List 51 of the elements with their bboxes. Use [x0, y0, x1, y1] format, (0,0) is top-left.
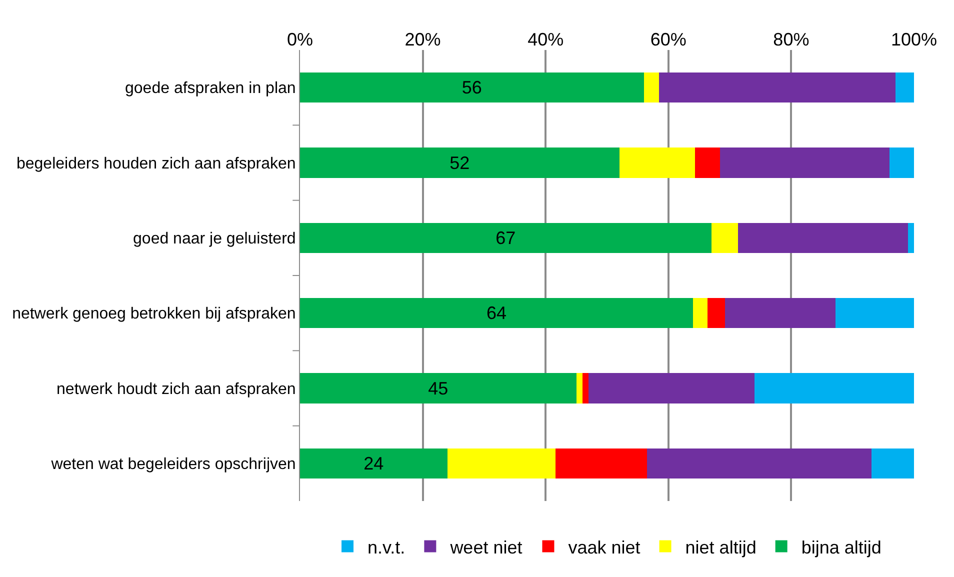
- bar: [619, 148, 695, 178]
- bar: [644, 72, 660, 103]
- data-label: 67: [496, 228, 516, 248]
- bar: [720, 148, 890, 178]
- legend-label: weet niet: [449, 537, 522, 558]
- data-label: 52: [450, 152, 470, 173]
- legend-label: bijna altijd: [801, 537, 882, 558]
- bar: [300, 448, 448, 478]
- bar: [708, 298, 725, 328]
- bar: [908, 222, 914, 253]
- y-tick-label: netwerk houdt zich aan afspraken: [56, 380, 296, 398]
- bar: [872, 448, 914, 478]
- bar: [711, 222, 738, 253]
- bar: [754, 373, 914, 404]
- bar: [447, 448, 556, 478]
- x-tick-label: 100%: [890, 29, 938, 50]
- bar: [576, 373, 582, 404]
- bar: [694, 148, 720, 178]
- x-tick-label: 20%: [404, 29, 441, 50]
- bar: [646, 448, 872, 478]
- bar: [724, 298, 836, 328]
- y-tick-label: goede afspraken in plan: [125, 80, 296, 98]
- bar: [659, 72, 896, 103]
- bar: [582, 373, 589, 404]
- y-tick-label: weten wat begeleiders opschrijven: [50, 456, 296, 474]
- bar: [300, 298, 693, 328]
- x-tick-label: 0%: [286, 29, 314, 50]
- legend-label: niet altijd: [685, 537, 756, 558]
- x-tick-label: 40%: [528, 29, 564, 50]
- x-tick-label: 60%: [650, 29, 686, 50]
- bar: [692, 298, 708, 328]
- bar: [300, 148, 620, 178]
- bar: [300, 222, 712, 253]
- legend-label: vaak niet: [568, 537, 640, 558]
- data-label: 56: [462, 78, 482, 98]
- bar: [889, 148, 914, 178]
- y-tick-label: begeleiders houden zich aan afspraken: [16, 155, 296, 172]
- bar: [555, 448, 647, 478]
- data-label: 64: [486, 303, 506, 324]
- bar: [588, 373, 754, 404]
- bar: [835, 298, 914, 328]
- legend-label: n.v.t.: [368, 537, 406, 558]
- bar: [896, 72, 914, 103]
- bar: [300, 373, 576, 404]
- x-tick-label: 80%: [773, 29, 810, 50]
- y-tick-label: netwerk genoeg betrokken bij afspraken: [12, 306, 296, 323]
- data-label: 24: [364, 453, 384, 474]
- data-label: 45: [428, 378, 448, 398]
- bar: [300, 72, 644, 103]
- bar: [738, 222, 908, 253]
- y-tick-label: goed naar je geluisterd: [133, 230, 296, 248]
